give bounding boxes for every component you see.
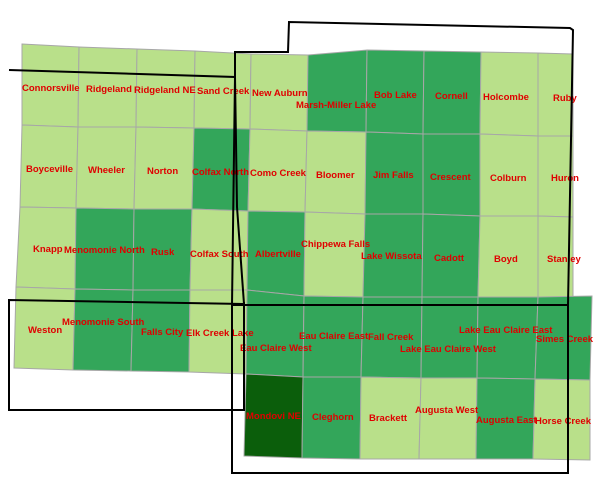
quad-label-lake-eau-claire-west: Lake Eau Claire West <box>400 344 497 355</box>
quad-cell-marsh-miller-lake <box>306 49 368 133</box>
quad-cell-augusta-west <box>418 377 478 460</box>
county-borders <box>8 20 575 474</box>
quad-label-como-creek: Como Creek <box>250 168 307 179</box>
quad-label-bob-lake: Bob Lake <box>374 90 417 101</box>
quad-label-ruby: Ruby <box>553 93 577 104</box>
quad-label-albertville: Albertville <box>255 249 301 260</box>
quad-label-cleghorn: Cleghorn <box>312 412 354 423</box>
quad-label-crescent: Crescent <box>430 172 471 183</box>
quad-cell-lake-eau-claire-west <box>420 296 479 379</box>
quad-cells <box>13 43 593 461</box>
quad-label-weston: Weston <box>28 325 62 336</box>
quad-label-mondovi-ne: Mondovi NE <box>246 411 301 422</box>
quad-label-sand-creek: Sand Creek <box>197 86 250 97</box>
quad-label-colfax-south: Colfax South <box>190 249 249 260</box>
quad-label-bloomer: Bloomer <box>316 170 355 181</box>
quad-label-norton: Norton <box>147 166 178 177</box>
quad-label-jim-falls: Jim Falls <box>373 170 414 181</box>
quad-label-knapp: Knapp <box>33 244 63 255</box>
quad-label-rusk: Rusk <box>151 247 175 258</box>
quad-label-eau-claire-east: Eau Claire East <box>299 331 369 342</box>
quad-label-huron: Huron <box>551 173 579 184</box>
quad-label-horse-creek: Horse Creek <box>535 416 592 427</box>
quad-labels: Connorsville Ridgeland Ridgeland NE Sand Cr… <box>22 83 594 427</box>
quad-label-holcombe: Holcombe <box>483 92 529 103</box>
quad-label-menomonie-north: Menomonie North <box>64 245 145 256</box>
quad-label-colfax-north: Colfax North <box>192 167 249 178</box>
quad-label-ridgeland: Ridgeland <box>86 84 132 95</box>
quad-label-boyceville: Boyceville <box>26 164 73 175</box>
quad-label-chippewa-falls: Chippewa Falls <box>301 239 370 250</box>
quad-label-lake-eau-claire-east: Lake Eau Claire East <box>459 325 553 336</box>
quad-cell-horse-creek <box>532 378 591 461</box>
quad-label-brackett: Brackett <box>369 413 408 424</box>
quad-cell-lake-eau-claire-east <box>476 296 539 380</box>
quad-label-marsh-miller-lake: Marsh-Miller Lake <box>296 100 376 111</box>
quad-label-wheeler: Wheeler <box>88 165 125 176</box>
quad-label-ridgeland-ne: Ridgeland NE <box>134 85 196 96</box>
quad-label-falls-city: Falls City <box>141 327 184 338</box>
quad-label-augusta-west: Augusta West <box>415 405 479 416</box>
quad-label-new-auburn: New Auburn <box>252 88 308 99</box>
quad-label-stanley: Stanley <box>547 254 582 265</box>
quad-label-cornell: Cornell <box>435 91 468 102</box>
quad-label-lake-wissota: Lake Wissota <box>361 251 422 262</box>
quad-label-connorsville: Connorsville <box>22 83 80 94</box>
quad-label-fall-creek: Fall Creek <box>368 332 414 343</box>
south-county-boundary <box>231 305 569 474</box>
quad-cell-chippewa-falls <box>303 211 366 298</box>
quad-label-menomonie-south: Menomonie South <box>62 317 145 328</box>
quad-label-cadott: Cadott <box>434 253 465 264</box>
quad-label-colburn: Colburn <box>490 173 527 184</box>
quad-label-boyd: Boyd <box>494 254 518 265</box>
quad-label-augusta-east: Augusta East <box>476 415 538 426</box>
quad-label-simes-creek: Simes Creek <box>536 334 594 345</box>
quad-label-elk-creek-lake: Elk Creek Lake <box>186 328 254 339</box>
quad-cell-eau-claire-west <box>245 289 305 378</box>
north-county-boundary <box>230 20 575 306</box>
quad-label-eau-claire-west: Eau Claire West <box>240 343 312 354</box>
